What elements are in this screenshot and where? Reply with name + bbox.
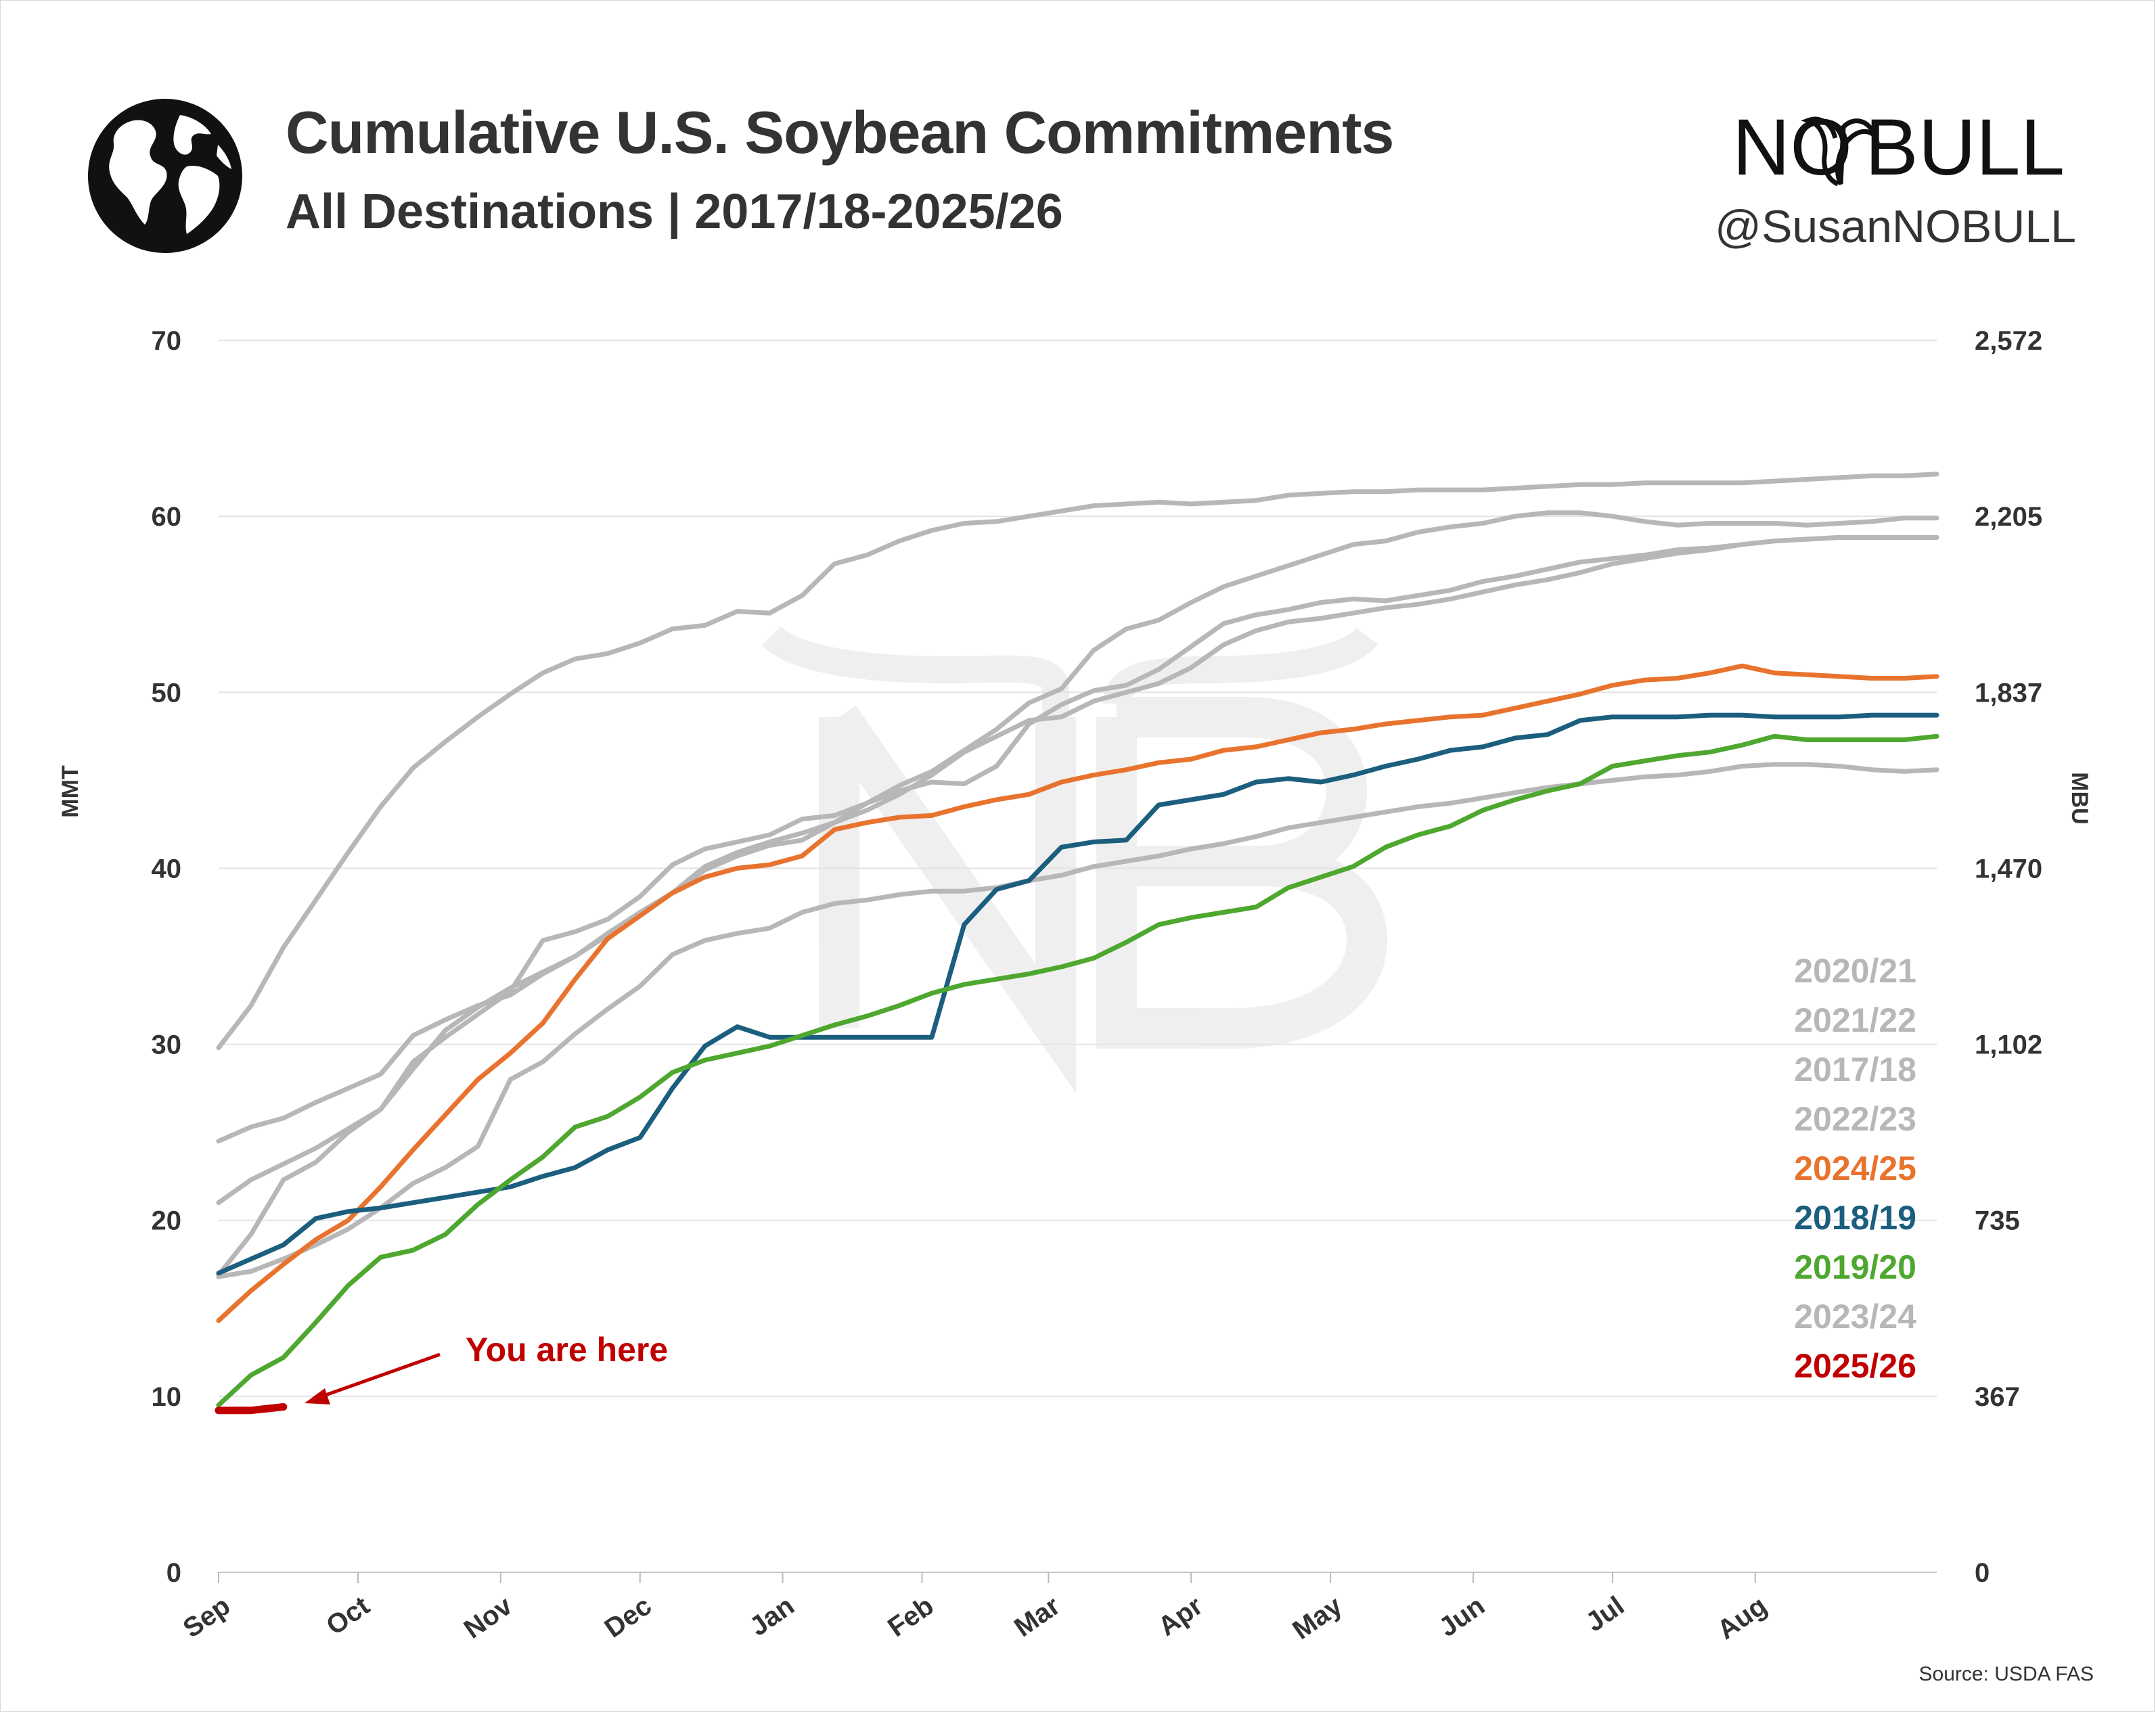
x-tick-label: Jan xyxy=(744,1591,800,1642)
brand-text-left: NO xyxy=(1732,103,1852,189)
y-tick-label: 10 xyxy=(152,1382,182,1412)
series-line-2019-20 xyxy=(216,733,1939,1408)
x-tick-label: Sep xyxy=(178,1591,235,1643)
legend-entry: 2025/26 xyxy=(1794,1347,1916,1385)
y-tick-label: 60 xyxy=(152,502,182,532)
brand-text-right: BULL xyxy=(1865,103,2065,189)
series-line-2022-23 xyxy=(216,534,1939,1206)
source-note: Source: USDA FAS xyxy=(1918,1663,2094,1685)
y2-tick-label: 0 xyxy=(1975,1558,1990,1588)
y2-tick-label: 2,572 xyxy=(1975,326,2042,356)
y-tick-label: 20 xyxy=(152,1206,182,1236)
y2-tick-label: 735 xyxy=(1975,1206,2020,1236)
legend-entry: 2022/23 xyxy=(1794,1100,1916,1138)
x-tick-label: Aug xyxy=(1712,1591,1772,1645)
legend-entry: 2019/20 xyxy=(1794,1248,1916,1286)
series-line-2025-26 xyxy=(215,1403,288,1415)
legend-entry: 2023/24 xyxy=(1794,1298,1916,1335)
y2-axis-title: MBU xyxy=(2067,772,2092,824)
series-line-2017-18 xyxy=(216,534,1939,1277)
annotation: You are here xyxy=(305,1331,668,1404)
globe-icon xyxy=(88,99,242,253)
x-tick-label: Oct xyxy=(321,1591,375,1641)
legend-entry: 2024/25 xyxy=(1794,1149,1916,1187)
x-tick-label: May xyxy=(1287,1591,1348,1645)
y-axis-title: MMT xyxy=(58,765,83,818)
series-line-2023-24 xyxy=(216,762,1939,1279)
legend-entry: 2021/22 xyxy=(1794,1001,1916,1039)
series-line-2020-21 xyxy=(216,472,1939,1051)
x-tick-label: Nov xyxy=(459,1591,518,1645)
y-tick-label: 30 xyxy=(152,1030,182,1060)
x-tick-label: Dec xyxy=(600,1591,657,1643)
annotation-text: You are here xyxy=(466,1331,668,1369)
x-tick-label: Apr xyxy=(1153,1591,1209,1642)
series-line-2018-19 xyxy=(216,712,1939,1276)
y2-tick-label: 1,837 xyxy=(1975,678,2042,708)
bull-horns-icon xyxy=(1801,116,1881,187)
x-tick-label: Jul xyxy=(1581,1591,1630,1637)
series-line-2024-25 xyxy=(216,663,1939,1323)
y-tick-label: 50 xyxy=(152,678,182,708)
y-tick-label: 0 xyxy=(166,1558,181,1588)
legend-entry: 2018/19 xyxy=(1794,1199,1916,1237)
page-title: Cumulative U.S. Soybean Commitments xyxy=(286,99,1394,166)
y-tick-label: 70 xyxy=(152,326,182,356)
series-line-2021-22 xyxy=(216,510,1939,1144)
x-tick-label: Mar xyxy=(1009,1591,1066,1643)
y2-tick-label: 367 xyxy=(1975,1382,2020,1412)
legend-entry: 2017/18 xyxy=(1794,1051,1916,1089)
social-handle: @SusanNOBULL xyxy=(1715,201,2076,252)
annotation-arrowhead xyxy=(305,1388,330,1404)
page-subtitle: All Destinations | 2017/18-2025/26 xyxy=(286,185,1063,239)
annotation-arrow xyxy=(317,1352,441,1400)
x-tick-label: Jun xyxy=(1434,1591,1490,1643)
y-tick-label: 40 xyxy=(152,854,182,884)
y2-tick-label: 2,205 xyxy=(1975,502,2042,532)
x-tick-label: Feb xyxy=(882,1591,939,1643)
brand-logo: NO BULL xyxy=(1732,103,2065,189)
y2-tick-label: 1,102 xyxy=(1975,1030,2042,1060)
y2-tick-label: 1,470 xyxy=(1975,854,2042,884)
legend-entry: 2020/21 xyxy=(1794,952,1916,990)
